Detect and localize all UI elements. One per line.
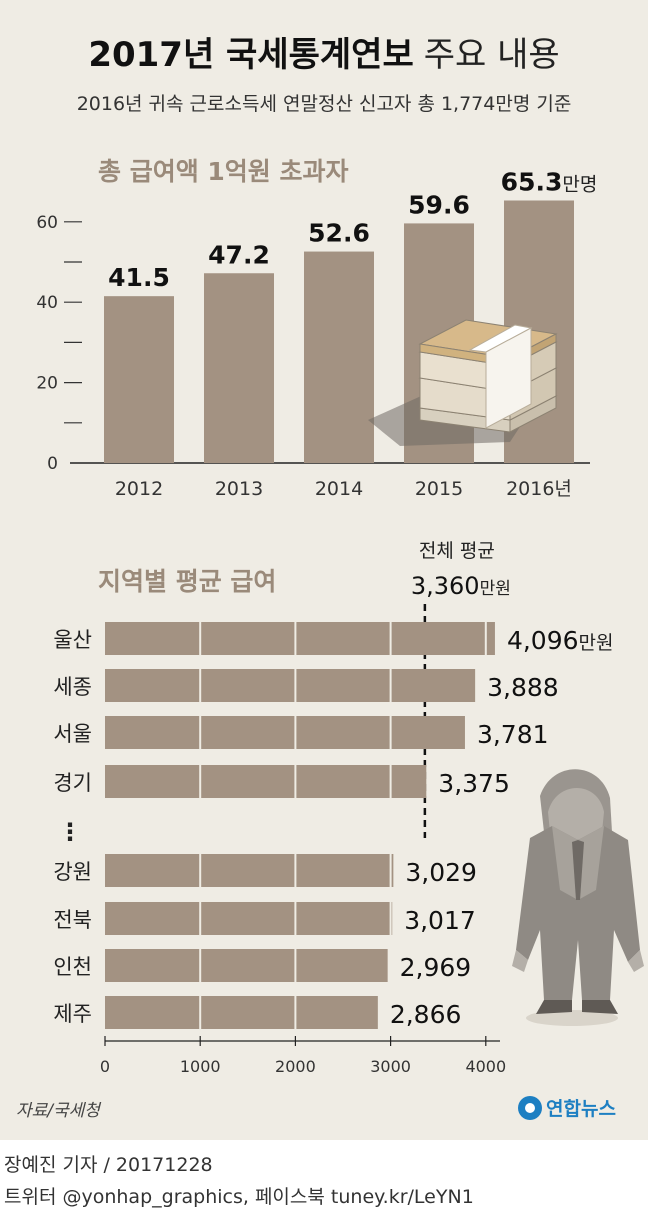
main-title-light: 주요 내용: [424, 35, 560, 75]
infographic-panel: 2017년 국세통계연보 주요 내용 2016년 귀속 근로소득세 연말정산 신고…: [0, 0, 648, 1140]
top-chart-category-label: 2014: [315, 478, 363, 500]
bottom-chart-category-label: 강원: [53, 860, 92, 884]
top-chart-value-label: 52.6: [308, 219, 370, 248]
bottom-chart-category-label: 제주: [53, 1002, 92, 1026]
bottom-chart-category-label: 서울: [53, 722, 92, 746]
top-chart-y-tick-label: 60: [36, 213, 58, 233]
man-illustration: [512, 769, 644, 1026]
subtitle: 2016년 귀속 근로소득세 연말정산 신고자 총 1,774만명 기준: [77, 93, 572, 115]
bottom-chart-bar: [105, 622, 495, 655]
bottom-chart-value-label: 2,969: [400, 953, 472, 982]
bottom-chart-value-label: 2,866: [390, 1000, 462, 1029]
top-chart-bar: [304, 251, 374, 463]
bottom-chart-x-tick-label: 4000: [465, 1057, 506, 1076]
bottom-chart-value-label: 3,029: [405, 858, 477, 887]
top-chart-bar: [104, 296, 174, 463]
top-chart-y-tick-label: 0: [47, 454, 58, 474]
top-chart-value-label: 65.3만명: [501, 167, 598, 196]
top-chart-category-label: 2015: [415, 478, 463, 500]
bottom-chart-unit-label: 만원: [579, 632, 614, 654]
money-stack-illustration: [368, 319, 558, 446]
bottom-chart-x-tick-label: 3000: [370, 1057, 411, 1076]
top-chart-category-label: 2016년: [506, 478, 572, 500]
bottom-chart-x-axis: 0 1000 2000 3000 4000: [100, 1036, 506, 1076]
bottom-chart-category-label: 경기: [53, 771, 92, 795]
main-title: 2017년 국세통계연보 주요 내용: [88, 35, 559, 75]
bottom-chart-bar: [105, 902, 393, 935]
infographic-svg: 2017년 국세통계연보 주요 내용 2016년 귀속 근로소득세 연말정산 신고…: [16, 35, 644, 1121]
top-chart-title: 총 급여액 1억원 초과자: [98, 157, 349, 186]
top-chart-value-label: 41.5: [108, 263, 170, 292]
main-title-bold: 2017년 국세통계연보: [88, 35, 413, 75]
bottom-chart-value-label: 3,781: [477, 720, 549, 749]
average-label: 전체 평균: [419, 540, 495, 562]
bottom-chart-value-label: 3,888: [487, 673, 559, 702]
bottom-chart-value-label: 4,096만원: [507, 626, 614, 655]
bottom-chart-bar: [105, 765, 427, 798]
top-chart-unit-label: 만명: [562, 173, 597, 195]
bottom-chart-bar: [105, 854, 394, 887]
social-links: 트위터 @yonhap_graphics, 페이스북 tuney.kr/LeYN…: [4, 1186, 474, 1208]
bottom-chart-x-tick-label: 0: [100, 1057, 110, 1076]
bottom-chart-category-label: 인천: [53, 955, 92, 979]
top-chart-bar: [204, 273, 274, 463]
top-chart-y-axis: 0 20 40 60 2012 2013 2014 2015 2016년: [36, 213, 590, 500]
bottom-chart-value-label: 3,017: [404, 906, 476, 935]
bottom-chart-x-tick-label: 2000: [275, 1057, 316, 1076]
average-unit: 만원: [480, 579, 511, 599]
logo-text: 연합뉴스: [546, 1098, 616, 1120]
top-chart-y-tick-label: 20: [36, 374, 58, 394]
top-chart-value-label: 47.2: [208, 240, 270, 269]
top-chart-value-label: 59.6: [408, 190, 470, 219]
bottom-chart-title: 지역별 평균 급여: [98, 567, 276, 596]
bottom-chart-ellipsis: ⋮: [58, 818, 82, 846]
average-marker: 전체 평균 3,360만원: [411, 540, 511, 838]
average-value: 3,360만원: [411, 572, 511, 600]
bottom-chart-value-label: 3,375: [438, 769, 510, 798]
bottom-chart-bar: [105, 996, 378, 1029]
average-number: 3,360: [411, 572, 480, 600]
bottom-chart-bar: [105, 949, 388, 982]
top-chart-category-label: 2013: [215, 478, 263, 500]
byline: 장예진 기자 / 20171228: [4, 1154, 213, 1176]
source-text: 자료/국세청: [16, 1101, 102, 1121]
top-chart-y-tick-label: 40: [36, 293, 58, 313]
bottom-chart-category-label: 울산: [53, 628, 92, 652]
bottom-chart-bar: [105, 669, 476, 702]
yonhap-logo: 연합뉴스: [518, 1096, 616, 1120]
bottom-chart-category-label: 전북: [53, 908, 92, 932]
top-chart-category-label: 2012: [115, 478, 163, 500]
bottom-chart-bar: [105, 716, 465, 749]
bottom-chart-category-label: 세종: [53, 675, 92, 699]
bottom-chart-x-tick-label: 1000: [180, 1057, 221, 1076]
